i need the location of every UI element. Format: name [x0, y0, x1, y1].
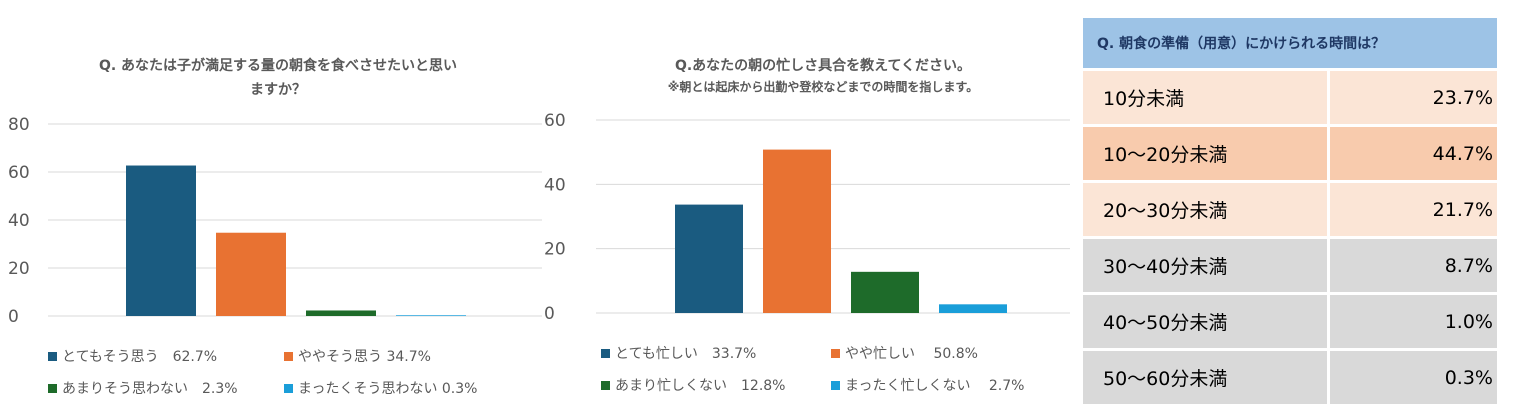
table-row: 40～50分未満 1.0% [1083, 295, 1497, 348]
row-label: 30～40分未満 [1083, 239, 1327, 292]
legend-label: まったくそう思わない 0.3% [298, 381, 477, 397]
bar-1 [126, 165, 196, 316]
row-value: 23.7% [1330, 71, 1497, 124]
y-tick-label: 20 [8, 259, 30, 279]
chart1-title-line2: ますか？ [250, 82, 306, 98]
table-row: 20～30分未満 21.7% [1083, 183, 1497, 236]
table-row: 30～40分未満 8.7% [1083, 239, 1497, 292]
chart-busyness: Q.あなたの朝の忙しさ具合を教えてください。 ※朝とは起床から出勤や登校などまで… [544, 57, 1070, 394]
legend-swatch [48, 352, 57, 361]
chart2-subtitle: ※朝とは起床から出勤や登校などまでの時間を指します。 [668, 79, 978, 94]
bar-3 [306, 310, 376, 316]
chart-satisfaction: Q. あなたは子が満足する量の朝食を食べさせたいと思い ますか？ 0 20 40 60… [8, 57, 542, 397]
legend-label: あまりそう思わない 2.3% [62, 381, 238, 397]
table-row: 10分未満 23.7% [1083, 71, 1497, 124]
chart1-title-line1: Q. あなたは子が満足する量の朝食を食べさせたいと思い [99, 57, 457, 74]
legend-label: まったく忙しくない 2.7% [845, 378, 1024, 394]
bar-4 [396, 315, 466, 316]
row-value: 44.7% [1330, 127, 1497, 180]
legend-label: ややそう思う 34.7% [298, 349, 431, 365]
row-value: 21.7% [1330, 183, 1497, 236]
bar-2 [763, 149, 831, 313]
legend-swatch [284, 384, 293, 393]
y-tick-label: 0 [8, 307, 19, 327]
prep-time-table: Q. 朝食の準備（用意）にかけられる時間は？ 10分未満 23.7% 10～20… [1083, 18, 1497, 404]
legend-swatch [284, 352, 293, 361]
legend-label: とてもそう思う 62.7% [62, 349, 217, 365]
row-value: 0.3% [1330, 351, 1497, 404]
chart2-title: Q.あなたの朝の忙しさ具合を教えてください。 [675, 57, 971, 74]
legend-swatch [601, 349, 610, 358]
y-tick-label: 20 [544, 240, 566, 260]
legend-label: とても忙しい 33.7% [615, 346, 756, 362]
table-row: 50～60分未満 0.3% [1083, 351, 1497, 404]
row-label: 10～20分未満 [1083, 127, 1327, 180]
y-tick-label: 60 [8, 163, 30, 183]
table-header: Q. 朝食の準備（用意）にかけられる時間は？ [1083, 18, 1497, 68]
legend-label: やや忙しい 50.8% [845, 346, 978, 362]
y-tick-label: 80 [8, 115, 30, 135]
bar-4 [939, 304, 1007, 313]
row-label: 50～60分未満 [1083, 351, 1327, 404]
y-tick-label: 0 [544, 304, 555, 324]
legend-swatch [48, 384, 57, 393]
row-label: 40～50分未満 [1083, 295, 1327, 348]
bar-3 [851, 271, 919, 313]
legend-swatch [831, 381, 840, 390]
table-row: 10～20分未満 44.7% [1083, 127, 1497, 180]
y-tick-label: 60 [544, 111, 566, 131]
bar-2 [216, 232, 286, 316]
row-value: 8.7% [1330, 239, 1497, 292]
bar-1 [675, 204, 743, 313]
y-tick-label: 40 [8, 211, 30, 231]
legend-swatch [601, 381, 610, 390]
row-label: 20～30分未満 [1083, 183, 1327, 236]
row-label: 10分未満 [1083, 71, 1327, 124]
row-value: 1.0% [1330, 295, 1497, 348]
legend-label: あまり忙しくない 12.8% [615, 378, 785, 394]
legend-swatch [831, 349, 840, 358]
y-tick-label: 40 [544, 175, 566, 195]
